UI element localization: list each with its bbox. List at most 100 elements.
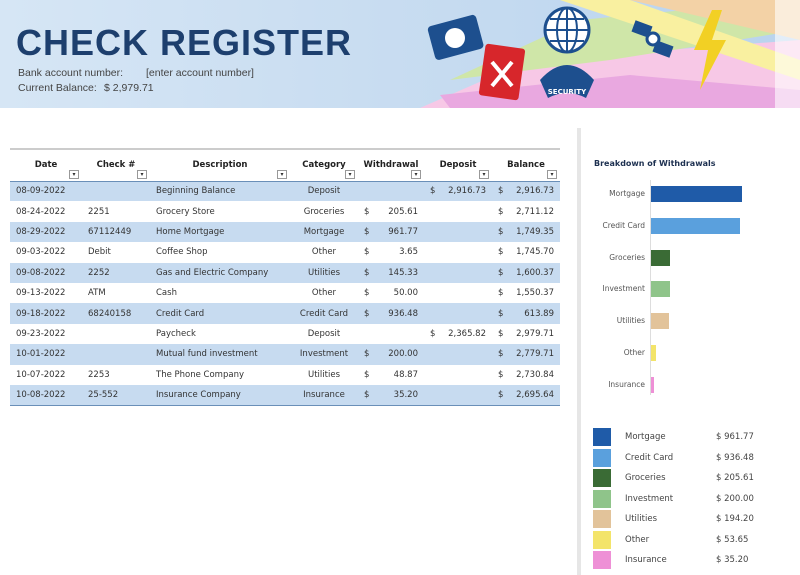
cell-deposit[interactable] <box>424 303 492 324</box>
filter-dropdown-icon[interactable]: ▾ <box>411 169 421 179</box>
column-header-category[interactable]: Category ▾ <box>290 148 358 182</box>
cell-withdrawal[interactable]: $205.61 <box>358 201 424 221</box>
cell-deposit[interactable] <box>424 384 492 406</box>
cell-check[interactable]: Debit <box>82 242 150 262</box>
cell-description[interactable]: Paycheck <box>150 324 290 344</box>
table-row[interactable]: 09-08-2022 2252 Gas and Electric Company Ut… <box>10 262 560 283</box>
cell-check[interactable] <box>82 344 150 365</box>
cell-date[interactable]: 09-03-2022 <box>10 242 82 262</box>
cell-check[interactable]: 67112449 <box>82 221 150 243</box>
cell-date[interactable]: 09-13-2022 <box>10 283 82 303</box>
cell-balance[interactable]: $2,779.71 <box>492 344 560 365</box>
cell-deposit[interactable] <box>424 344 492 365</box>
cell-withdrawal[interactable]: $50.00 <box>358 283 424 303</box>
filter-dropdown-icon[interactable]: ▾ <box>345 169 355 179</box>
cell-withdrawal[interactable]: $3.65 <box>358 242 424 262</box>
cell-date[interactable]: 08-24-2022 <box>10 201 82 221</box>
cell-category[interactable]: Credit Card <box>290 303 358 324</box>
cell-category[interactable]: Utilities <box>290 365 358 385</box>
table-row[interactable]: 08-29-2022 67112449 Home Mortgage Mortgage $… <box>10 221 560 243</box>
cell-category[interactable]: Mortgage <box>290 221 358 243</box>
cell-description[interactable]: The Phone Company <box>150 365 290 385</box>
cell-category[interactable]: Groceries <box>290 201 358 221</box>
cell-check[interactable]: 2251 <box>82 201 150 221</box>
cell-deposit[interactable]: $2,916.73 <box>424 181 492 202</box>
table-row[interactable]: 08-09-2022 Beginning Balance Deposit $2,916… <box>10 181 560 202</box>
table-row[interactable]: 09-18-2022 68240158 Credit Card Credit Card… <box>10 303 560 324</box>
cell-date[interactable]: 10-01-2022 <box>10 344 82 365</box>
table-row[interactable]: 10-08-2022 25-552 Insurance Company Insuran… <box>10 384 560 406</box>
cell-check[interactable] <box>82 181 150 202</box>
table-row[interactable]: 10-01-2022 Mutual fund investment Investme… <box>10 344 560 365</box>
table-row[interactable]: 09-13-2022 ATM Cash Other $50.00 $1,550.37 <box>10 283 560 303</box>
cell-balance[interactable]: $613.89 <box>492 303 560 324</box>
table-row[interactable]: 09-23-2022 Paycheck Deposit $2,365.82 $2,979… <box>10 324 560 344</box>
cell-date[interactable]: 08-29-2022 <box>10 221 82 243</box>
cell-balance[interactable]: $2,711.12 <box>492 201 560 221</box>
cell-deposit[interactable] <box>424 283 492 303</box>
cell-check[interactable]: 2252 <box>82 262 150 283</box>
cell-category[interactable]: Deposit <box>290 324 358 344</box>
cell-deposit[interactable] <box>424 262 492 283</box>
cell-date[interactable]: 08-09-2022 <box>10 181 82 202</box>
cell-description[interactable]: Beginning Balance <box>150 181 290 202</box>
cell-description[interactable]: Mutual fund investment <box>150 344 290 365</box>
cell-withdrawal[interactable]: $961.77 <box>358 221 424 243</box>
table-row[interactable]: 10-07-2022 2253 The Phone Company Utilities… <box>10 365 560 385</box>
filter-dropdown-icon[interactable]: ▾ <box>277 169 287 179</box>
cell-balance[interactable]: $1,550.37 <box>492 283 560 303</box>
filter-dropdown-icon[interactable]: ▾ <box>137 169 147 179</box>
table-row[interactable]: 09-03-2022 Debit Coffee Shop Other $3.65 $1,7… <box>10 242 560 262</box>
cell-withdrawal[interactable]: $145.33 <box>358 262 424 283</box>
column-header-deposit[interactable]: Deposit ▾ <box>424 148 492 182</box>
cell-withdrawal[interactable]: $936.48 <box>358 303 424 324</box>
cell-withdrawal[interactable]: $35.20 <box>358 384 424 406</box>
cell-balance[interactable]: $1,745.70 <box>492 242 560 262</box>
cell-deposit[interactable] <box>424 201 492 221</box>
cell-withdrawal[interactable]: $200.00 <box>358 344 424 365</box>
cell-withdrawal[interactable] <box>358 181 424 202</box>
cell-balance[interactable]: $2,695.64 <box>492 384 560 406</box>
cell-category[interactable]: Other <box>290 283 358 303</box>
cell-balance[interactable]: $2,916.73 <box>492 181 560 202</box>
filter-dropdown-icon[interactable]: ▾ <box>547 169 557 179</box>
cell-balance[interactable]: $1,600.37 <box>492 262 560 283</box>
cell-category[interactable]: Other <box>290 242 358 262</box>
cell-check[interactable]: 25-552 <box>82 384 150 406</box>
table-row[interactable]: 08-24-2022 2251 Grocery Store Groceries $205… <box>10 201 560 221</box>
filter-dropdown-icon[interactable]: ▾ <box>479 169 489 179</box>
cell-date[interactable]: 09-08-2022 <box>10 262 82 283</box>
cell-check[interactable] <box>82 324 150 344</box>
cell-category[interactable]: Investment <box>290 344 358 365</box>
cell-date[interactable]: 10-08-2022 <box>10 384 82 406</box>
cell-date[interactable]: 09-23-2022 <box>10 324 82 344</box>
cell-withdrawal[interactable] <box>358 324 424 344</box>
cell-deposit[interactable] <box>424 365 492 385</box>
cell-description[interactable]: Grocery Store <box>150 201 290 221</box>
cell-deposit[interactable] <box>424 221 492 243</box>
cell-description[interactable]: Home Mortgage <box>150 221 290 243</box>
cell-balance[interactable]: $1,749.35 <box>492 221 560 243</box>
cell-description[interactable]: Coffee Shop <box>150 242 290 262</box>
cell-category[interactable]: Insurance <box>290 384 358 406</box>
cell-check[interactable]: ATM <box>82 283 150 303</box>
cell-date[interactable]: 10-07-2022 <box>10 365 82 385</box>
cell-description[interactable]: Gas and Electric Company <box>150 262 290 283</box>
cell-category[interactable]: Utilities <box>290 262 358 283</box>
column-header-withdrawal[interactable]: Withdrawal ▾ <box>358 148 424 182</box>
column-header-balance[interactable]: Balance ▾ <box>492 148 560 182</box>
cell-description[interactable]: Credit Card <box>150 303 290 324</box>
cell-balance[interactable]: $2,979.71 <box>492 324 560 344</box>
cell-withdrawal[interactable]: $48.87 <box>358 365 424 385</box>
cell-deposit[interactable]: $2,365.82 <box>424 324 492 344</box>
column-header-check[interactable]: Check # ▾ <box>82 148 150 182</box>
cell-deposit[interactable] <box>424 242 492 262</box>
cell-check[interactable]: 68240158 <box>82 303 150 324</box>
cell-balance[interactable]: $2,730.84 <box>492 365 560 385</box>
column-header-date[interactable]: Date ▾ <box>10 148 82 182</box>
cell-description[interactable]: Insurance Company <box>150 384 290 406</box>
account-number-field[interactable]: [enter account number] <box>146 67 254 79</box>
cell-date[interactable]: 09-18-2022 <box>10 303 82 324</box>
cell-category[interactable]: Deposit <box>290 181 358 202</box>
filter-dropdown-icon[interactable]: ▾ <box>69 169 79 179</box>
